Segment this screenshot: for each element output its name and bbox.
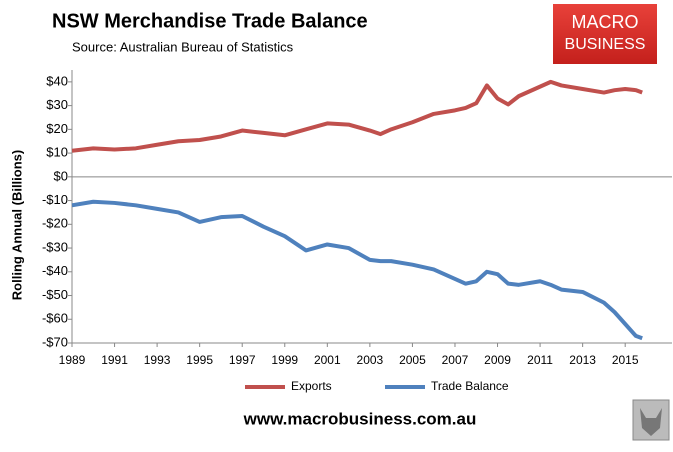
x-tick-label: 2013 bbox=[569, 353, 596, 367]
y-tick-label: -$60 bbox=[42, 311, 68, 326]
y-axis-label: Rolling Annual (Billions) bbox=[9, 150, 24, 300]
x-tick-label: 1989 bbox=[59, 353, 86, 367]
y-tick-label: $40 bbox=[46, 73, 68, 88]
y-tick-label: -$50 bbox=[42, 287, 68, 302]
x-tick-label: 1997 bbox=[229, 353, 256, 367]
legend-label: Trade Balance bbox=[431, 379, 509, 393]
y-tick-label: -$10 bbox=[42, 192, 68, 207]
y-tick-label: $0 bbox=[54, 168, 68, 183]
x-tick-label: 2005 bbox=[399, 353, 426, 367]
chart-title: NSW Merchandise Trade Balance bbox=[52, 10, 368, 32]
x-tick-label: 2011 bbox=[527, 353, 553, 367]
logo-text: BUSINESS bbox=[565, 36, 646, 53]
y-tick-label: $20 bbox=[46, 121, 68, 136]
y-tick-label: $10 bbox=[46, 145, 68, 160]
series-line bbox=[71, 79, 643, 153]
legend-label: Exports bbox=[291, 379, 332, 393]
y-tick-label: $30 bbox=[46, 97, 68, 112]
x-tick-label: 2015 bbox=[612, 353, 639, 367]
x-tick-label: 1995 bbox=[186, 353, 213, 367]
chart-subtitle: Source: Australian Bureau of Statistics bbox=[72, 39, 294, 54]
x-tick-label: 2003 bbox=[357, 353, 384, 367]
y-tick-label: -$30 bbox=[42, 239, 68, 254]
x-tick-label: 1999 bbox=[271, 353, 298, 367]
wolf-icon bbox=[640, 408, 662, 436]
logo-box bbox=[553, 4, 657, 64]
y-tick-label: -$20 bbox=[42, 216, 68, 231]
x-tick-label: 2009 bbox=[484, 353, 511, 367]
y-tick-label: -$40 bbox=[42, 263, 68, 278]
x-tick-label: 2001 bbox=[314, 353, 341, 367]
x-tick-label: 2007 bbox=[442, 353, 469, 367]
series-line bbox=[71, 199, 643, 341]
website: www.macrobusiness.com.au bbox=[243, 409, 477, 428]
x-tick-label: 1991 bbox=[101, 353, 128, 367]
logo-text: MACRO bbox=[572, 12, 639, 32]
y-tick-label: -$70 bbox=[42, 334, 68, 349]
x-tick-label: 1993 bbox=[144, 353, 171, 367]
